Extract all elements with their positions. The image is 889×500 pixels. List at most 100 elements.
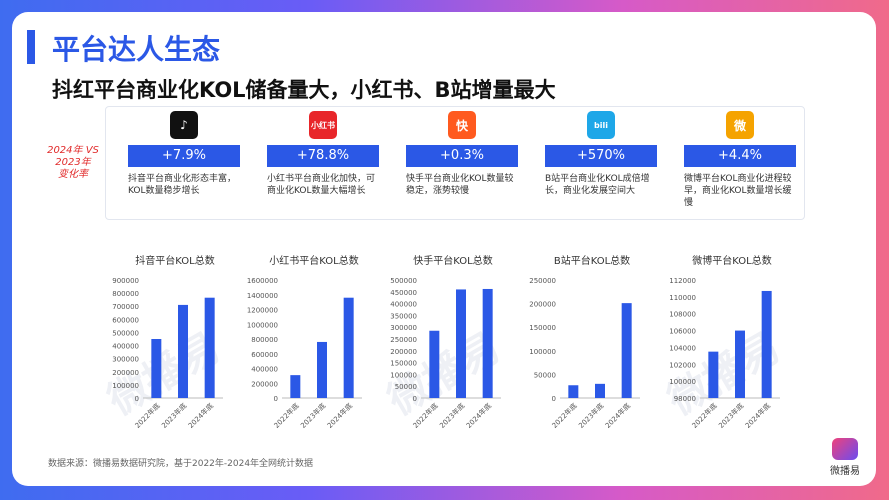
chart-title: 快手平台KOL总数: [413, 254, 492, 267]
y-tick-label: 350000: [390, 312, 417, 320]
y-tick-label: 450000: [390, 289, 417, 297]
x-tick-label: 2024年底: [603, 401, 632, 430]
brand-mark: 微播易: [820, 438, 870, 477]
y-tick-label: 100000: [112, 382, 139, 390]
x-tick-label: 2024年底: [464, 401, 493, 430]
bilibili-logo-icon: bili: [587, 111, 615, 139]
slide-card: 微播易 微播易 微播易 微播易 微播易 微播易: [12, 12, 876, 486]
y-tick-label: 100000: [390, 371, 417, 379]
x-tick-label: 2022年底: [133, 401, 162, 430]
bar: [735, 330, 745, 398]
page-subtitle: 抖红平台商业化KOL储备量大，小红书、B站增量最大: [52, 78, 556, 102]
title-accent-bar: [27, 30, 35, 64]
x-tick-label: 2022年底: [272, 401, 301, 430]
page-title: 平台达人生态: [52, 33, 221, 66]
change-rate-badge: +570%: [545, 145, 657, 167]
y-tick-label: 1400000: [247, 292, 278, 300]
bar: [482, 288, 493, 398]
brand-logo-icon: [832, 438, 858, 460]
y-tick-label: 600000: [112, 316, 139, 324]
y-tick-label: 250000: [529, 277, 556, 285]
y-tick-label: 0: [413, 395, 417, 403]
chart-title: 小红书平台KOL总数: [269, 254, 358, 267]
y-tick-label: 400000: [112, 343, 139, 351]
x-tick-label: 2024年底: [186, 401, 215, 430]
bar: [761, 290, 772, 398]
bar: [151, 339, 162, 398]
x-tick-label: 2022年底: [550, 401, 579, 430]
bar: [204, 297, 215, 398]
bar: [595, 383, 605, 398]
data-source-footer: 数据来源：微播易数据研究院，基于2022年-2024年全网统计数据: [48, 459, 314, 469]
bar: [568, 385, 579, 398]
x-tick-label: 2023年底: [438, 401, 467, 430]
bar: [317, 341, 327, 398]
row-label-line: 2023年: [55, 157, 91, 168]
y-tick-label: 600000: [251, 351, 278, 359]
y-tick-label: 400000: [390, 301, 417, 309]
x-tick-label: 2023年底: [577, 401, 606, 430]
xiaohongshu-logo-icon: 小红书: [309, 111, 337, 139]
y-tick-label: 100000: [669, 378, 696, 386]
y-tick-label: 1600000: [247, 277, 278, 285]
y-tick-label: 700000: [112, 303, 139, 311]
bar: [290, 375, 301, 398]
y-tick-label: 800000: [112, 290, 139, 298]
y-tick-label: 300000: [390, 324, 417, 332]
bar: [343, 297, 354, 398]
y-tick-label: 112000: [669, 277, 696, 285]
bar: [621, 303, 632, 398]
y-tick-label: 200000: [529, 301, 556, 309]
row-label-line: 2024年 VS: [47, 145, 99, 156]
bar: [708, 351, 719, 398]
kuaishou-logo-icon: 快: [448, 111, 476, 139]
bar: [456, 289, 466, 398]
y-tick-label: 106000: [669, 328, 696, 336]
platform-description: B站平台商业化KOL成倍增长，商业化发展空间大: [545, 174, 650, 196]
change-rate-badge: +0.3%: [406, 145, 518, 167]
y-tick-label: 150000: [390, 360, 417, 368]
bar: [178, 304, 188, 398]
y-tick-label: 98000: [674, 395, 696, 403]
y-tick-label: 200000: [112, 369, 139, 377]
y-tick-label: 500000: [390, 277, 417, 285]
chart-title: 微博平台KOL总数: [692, 254, 771, 267]
y-tick-label: 800000: [251, 336, 278, 344]
y-tick-label: 100000: [529, 348, 556, 356]
x-tick-label: 2023年底: [299, 401, 328, 430]
chart-title: 抖音平台KOL总数: [135, 254, 214, 267]
y-tick-label: 500000: [112, 329, 139, 337]
row-label-line: 变化率: [58, 169, 88, 180]
platform-description: 小红书平台商业化加快，可商业化KOL数量大幅增长: [267, 174, 376, 196]
y-tick-label: 110000: [669, 294, 696, 302]
y-tick-label: 50000: [534, 371, 556, 379]
brand-name: 微播易: [830, 466, 860, 477]
x-tick-label: 2024年底: [325, 401, 354, 430]
y-tick-label: 50000: [395, 383, 417, 391]
bar: [429, 330, 440, 398]
x-tick-label: 2022年底: [690, 401, 719, 430]
x-tick-label: 2024年底: [743, 401, 772, 430]
y-tick-label: 1000000: [247, 321, 278, 329]
y-tick-label: 102000: [669, 361, 696, 369]
y-tick-label: 200000: [390, 348, 417, 356]
change-rate-badge: +78.8%: [267, 145, 379, 167]
change-rate-badge: +7.9%: [128, 145, 240, 167]
y-tick-label: 1200000: [247, 307, 278, 315]
x-tick-label: 2023年底: [160, 401, 189, 430]
platform-description: 抖音平台商业化形态丰富，KOL数量稳步增长: [128, 174, 237, 196]
y-tick-label: 150000: [529, 324, 556, 332]
y-tick-label: 250000: [390, 336, 417, 344]
y-tick-label: 0: [135, 395, 139, 403]
y-tick-label: 104000: [669, 344, 696, 352]
y-tick-label: 400000: [251, 366, 278, 374]
y-tick-label: 200000: [251, 380, 278, 388]
y-tick-label: 0: [274, 395, 278, 403]
x-tick-label: 2022年底: [411, 401, 440, 430]
change-rate-badge: +4.4%: [684, 145, 796, 167]
row-label: 2024年 VS 2023年 变化率: [43, 145, 103, 181]
y-tick-label: 300000: [112, 356, 139, 364]
platform-description: 微博平台KOL商业化进程较早，商业化KOL数量增长缓慢: [684, 174, 792, 208]
